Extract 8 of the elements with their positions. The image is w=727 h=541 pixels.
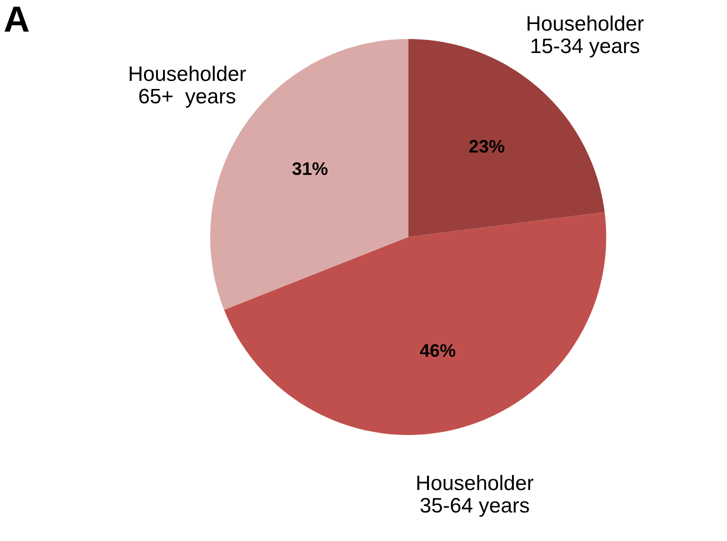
slice-label: Householder 35-64 years — [417, 474, 534, 517]
data-label: 46% — [420, 344, 456, 357]
slice-label: Householder 15-34 years — [528, 16, 644, 58]
data-label: 23% — [469, 140, 504, 153]
data-label: 31% — [292, 162, 328, 176]
slice-label: Householder 65+ years — [130, 66, 246, 108]
pie-slice — [224, 212, 606, 435]
text: A — [4, 6, 29, 32]
